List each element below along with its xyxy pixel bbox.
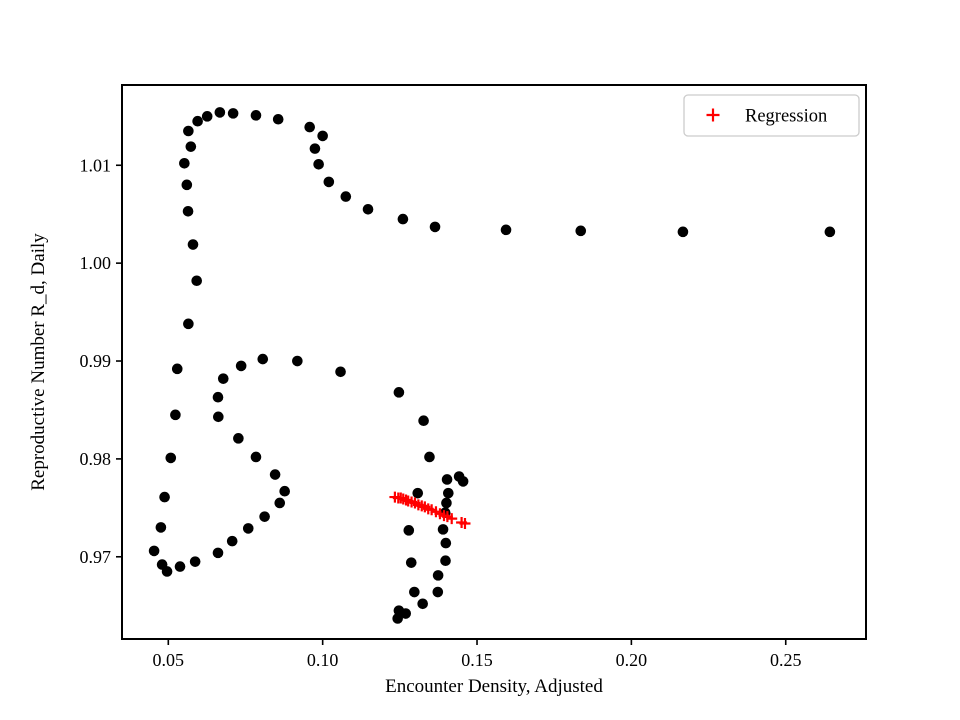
scatter-point — [179, 158, 190, 169]
scatter-point — [250, 451, 262, 463]
scatter-point — [242, 523, 254, 534]
scatter-point — [409, 586, 420, 598]
scatter-point — [418, 415, 429, 427]
y-tick-label: 1.00 — [80, 253, 112, 273]
scatter-point — [362, 204, 374, 215]
x-tick-label: 0.10 — [307, 650, 339, 670]
scatter-point — [437, 524, 449, 535]
scatter-point — [174, 561, 186, 572]
legend-plus-marker-icon — [706, 108, 720, 122]
scatter-point — [226, 535, 238, 547]
x-tick-label: 0.05 — [153, 650, 185, 670]
scatter-point — [397, 213, 409, 225]
scatter-point — [292, 355, 303, 367]
scatter-point — [183, 318, 194, 330]
scatter-point — [171, 363, 183, 375]
scatter-point — [441, 497, 452, 509]
scatter-point — [272, 113, 284, 125]
scatter-point — [335, 366, 346, 378]
scatter-point — [217, 373, 229, 384]
scatter-point — [227, 108, 239, 119]
scatter-point — [309, 143, 321, 154]
scatter-point — [323, 176, 335, 188]
scatter-point — [457, 476, 469, 487]
scatter-point — [189, 556, 201, 567]
scatter-point — [403, 525, 415, 536]
scatter-point — [250, 110, 262, 121]
scatter-point — [412, 487, 424, 499]
scatter-point — [257, 353, 269, 365]
scatter-point — [432, 570, 444, 581]
legend-box — [683, 94, 860, 137]
scatter-point — [259, 511, 270, 522]
y-tick-label: 0.98 — [80, 449, 112, 469]
scatter-point — [393, 387, 405, 398]
scatter-point — [441, 474, 453, 485]
scatter-point — [274, 497, 286, 509]
scatter-point — [212, 391, 224, 403]
scatter-point — [155, 522, 167, 533]
scatter-point — [677, 226, 689, 238]
legend-entry-label: Regression — [745, 107, 827, 127]
scatter-point — [148, 545, 160, 557]
x-tick-label: 0.15 — [461, 650, 493, 670]
scatter-point — [279, 485, 290, 497]
scatter-point — [183, 125, 194, 137]
scatter-point — [233, 433, 244, 444]
data-points — [148, 107, 836, 624]
scatter-point — [214, 107, 226, 118]
scatter-point — [340, 191, 352, 202]
x-axis-label: Encounter Density, Adjusted — [385, 676, 603, 697]
scatter-point — [182, 205, 194, 217]
scatter-point — [400, 608, 412, 619]
axis-ticks: 0.05 0.10 0.15 0.20 0.25 0.97 0.98 0.99 1.00 1.01 — [80, 155, 802, 670]
scatter-point — [192, 115, 203, 127]
scatter-point — [201, 111, 213, 122]
regression-plus-point — [459, 518, 471, 530]
plot-area — [121, 84, 867, 640]
scatter-point — [317, 130, 328, 142]
y-tick-label: 0.97 — [80, 547, 112, 567]
scatter-point — [161, 566, 173, 577]
scatter-point — [304, 121, 315, 133]
scatter-point — [392, 613, 403, 624]
scatter-point — [159, 491, 170, 503]
scatter-point — [165, 452, 177, 464]
scatter-point — [170, 409, 181, 421]
scatter-point — [213, 411, 224, 423]
scatter-point — [212, 547, 224, 559]
scatter-point — [185, 141, 197, 152]
scatter-point — [181, 179, 193, 191]
scatter-point — [187, 239, 199, 250]
y-tick-label: 0.99 — [80, 351, 112, 371]
x-tick-label: 0.20 — [616, 650, 648, 670]
scatter-point — [500, 224, 512, 236]
scatter-point — [417, 598, 428, 610]
x-tick-label: 0.25 — [770, 650, 802, 670]
scatter-point — [429, 221, 441, 233]
scatter-point — [313, 158, 324, 170]
scatter-point — [269, 469, 281, 480]
scatter-point — [824, 226, 836, 238]
legend: Regression — [683, 94, 860, 137]
scatter-point — [405, 557, 417, 568]
scatter-point — [432, 586, 444, 598]
scatter-point — [424, 451, 435, 463]
regression-plus-point — [446, 513, 458, 525]
scatter-point — [440, 555, 451, 566]
scatter-point — [440, 537, 452, 549]
scatter-point — [235, 360, 247, 372]
y-tick-label: 1.01 — [80, 155, 112, 175]
scatter-point — [191, 275, 203, 287]
scatter-point — [575, 225, 587, 237]
y-axis-label: Reproductive Number R_d, Daily — [28, 233, 49, 491]
scatter-point — [443, 487, 454, 499]
